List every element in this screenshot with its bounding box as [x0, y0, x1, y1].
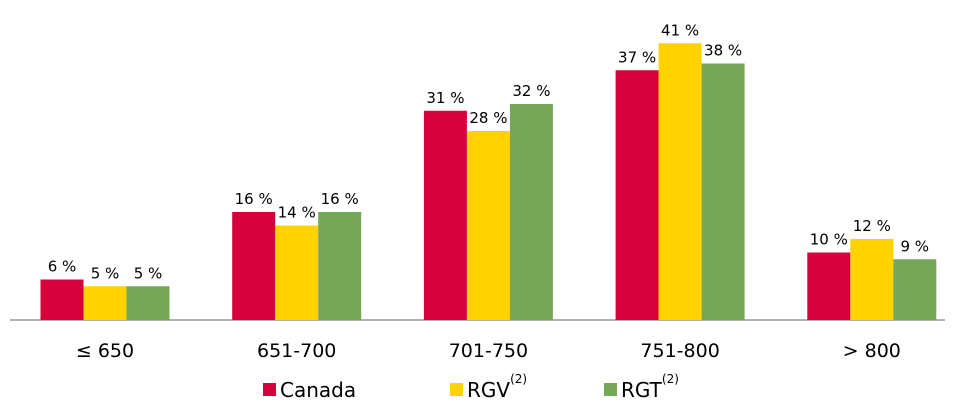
- bar: [701, 63, 745, 320]
- bar: [893, 259, 937, 320]
- bar: [615, 70, 659, 320]
- value-label: 14 %: [278, 204, 316, 222]
- legend-swatch: [263, 383, 276, 396]
- bar: [126, 286, 170, 320]
- bar: [658, 43, 702, 320]
- value-label: 28 %: [469, 109, 507, 127]
- value-label: 31 %: [426, 89, 464, 107]
- value-label: 16 %: [321, 190, 359, 208]
- bar: [807, 252, 851, 320]
- legend-name: RGT: [621, 378, 663, 402]
- x-tick-label: 651-700: [257, 340, 336, 362]
- value-label: 6 %: [48, 258, 77, 276]
- value-label: 9 %: [901, 237, 930, 255]
- legend-note: (2): [662, 372, 679, 386]
- value-label: 16 %: [235, 190, 273, 208]
- value-label: 5 %: [91, 264, 120, 282]
- value-label: 41 %: [661, 21, 699, 39]
- value-label: 38 %: [704, 42, 742, 60]
- value-label: 37 %: [618, 48, 656, 66]
- bar: [318, 212, 362, 320]
- bar: [850, 239, 894, 320]
- legend-name: Canada: [280, 378, 356, 402]
- bar: [40, 279, 84, 320]
- x-tick-label: > 800: [843, 340, 901, 362]
- value-label: 10 %: [810, 231, 848, 249]
- value-label: 12 %: [853, 217, 891, 235]
- bar: [232, 212, 276, 320]
- x-tick-label: 701-750: [449, 340, 528, 362]
- legend-label: Canada: [280, 378, 356, 402]
- bar: [83, 286, 127, 320]
- legend-swatch: [604, 383, 617, 396]
- legend-name: RGV: [467, 378, 510, 402]
- x-tick-label: ≤ 650: [76, 340, 134, 362]
- bar: [466, 131, 510, 320]
- bar: [509, 104, 553, 320]
- legend-label: RGV(2): [467, 372, 527, 402]
- value-label: 32 %: [512, 82, 550, 100]
- bar: [423, 110, 467, 320]
- value-label: 5 %: [134, 264, 163, 282]
- legend-swatch: [450, 383, 463, 396]
- legend-label: RGT(2): [621, 372, 679, 402]
- bar: [275, 225, 319, 320]
- x-tick-label: 751-800: [640, 340, 719, 362]
- legend-note: (2): [510, 372, 527, 386]
